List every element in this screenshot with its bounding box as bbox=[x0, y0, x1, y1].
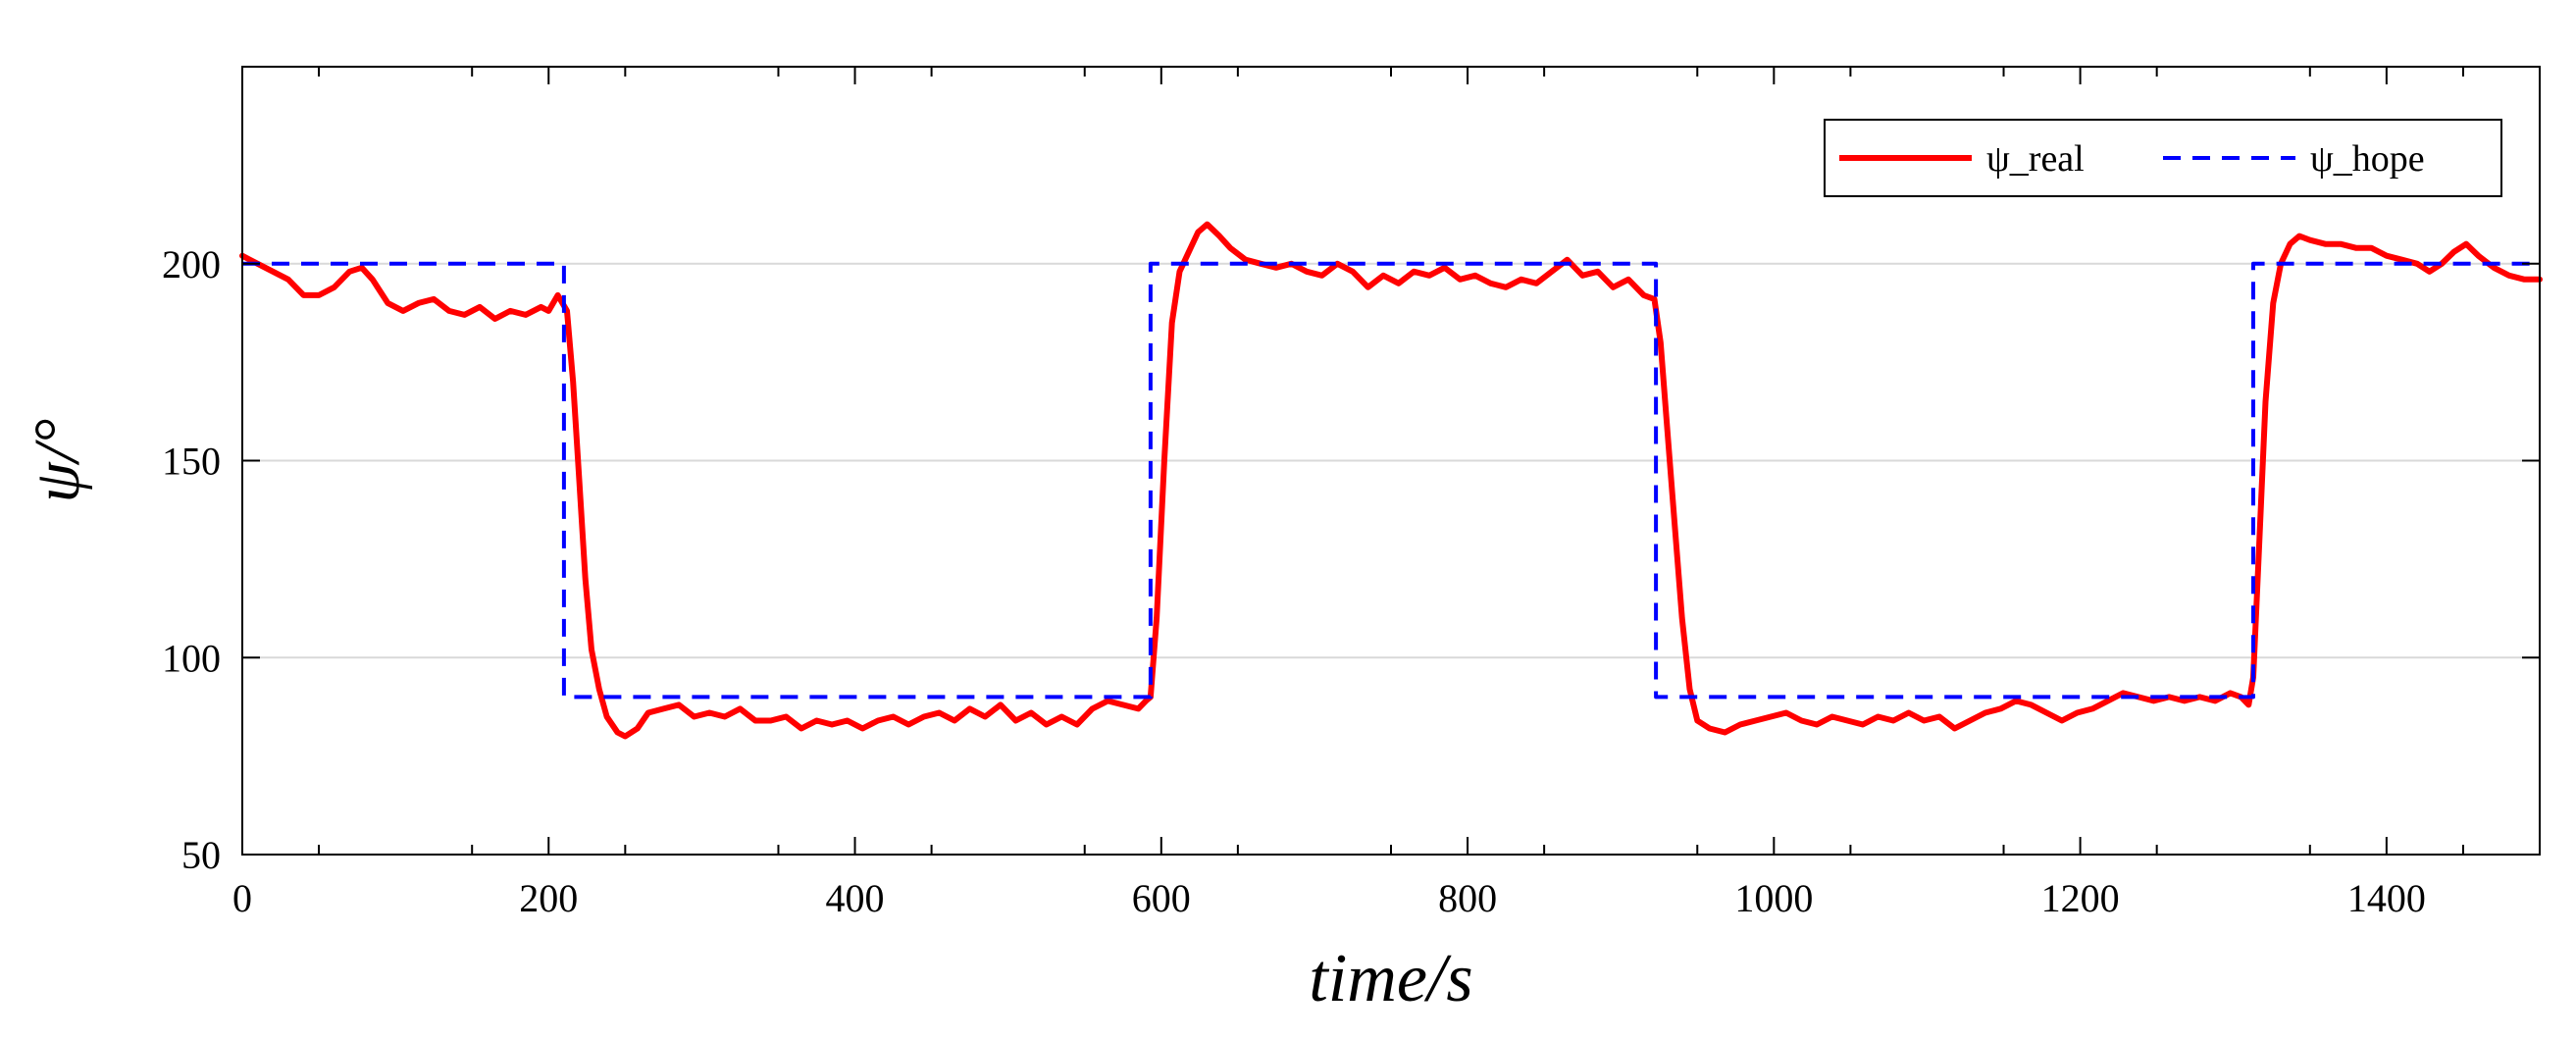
x-tick-label-0: 0 bbox=[232, 876, 252, 920]
y-axis-label: ψ/° bbox=[22, 419, 93, 503]
x-tick-label-7: 1400 bbox=[2347, 876, 2426, 920]
x-tick-label-5: 1000 bbox=[1734, 876, 1813, 920]
series-layer bbox=[239, 221, 2543, 740]
x-tick-label-4: 800 bbox=[1438, 876, 1497, 920]
series-line-psi-hope bbox=[242, 261, 2540, 700]
legend-label-psi-real: ψ_real bbox=[1986, 138, 2085, 180]
axis-ticks bbox=[241, 67, 2540, 856]
x-tick-label-2: 400 bbox=[826, 876, 885, 920]
x-tick-label-6: 1200 bbox=[2041, 876, 2120, 920]
tick-labels: 0 200 400 600 800 1000 1200 1400 50 100 150 200 bbox=[162, 242, 2426, 920]
legend-label-psi-hope: ψ_hope bbox=[2310, 138, 2425, 180]
x-axis-label: time/s bbox=[1309, 941, 1472, 1016]
series-line-psi-real bbox=[239, 221, 2543, 740]
x-tick-label-3: 600 bbox=[1132, 876, 1191, 920]
y-tick-label-0: 50 bbox=[181, 833, 221, 877]
y-tick-label-1: 100 bbox=[162, 636, 221, 680]
x-tick-label-1: 200 bbox=[519, 876, 578, 920]
y-tick-label-3: 200 bbox=[162, 242, 221, 286]
y-tick-label-2: 150 bbox=[162, 440, 221, 484]
legend: ψ_real ψ_hope bbox=[1824, 119, 2502, 197]
